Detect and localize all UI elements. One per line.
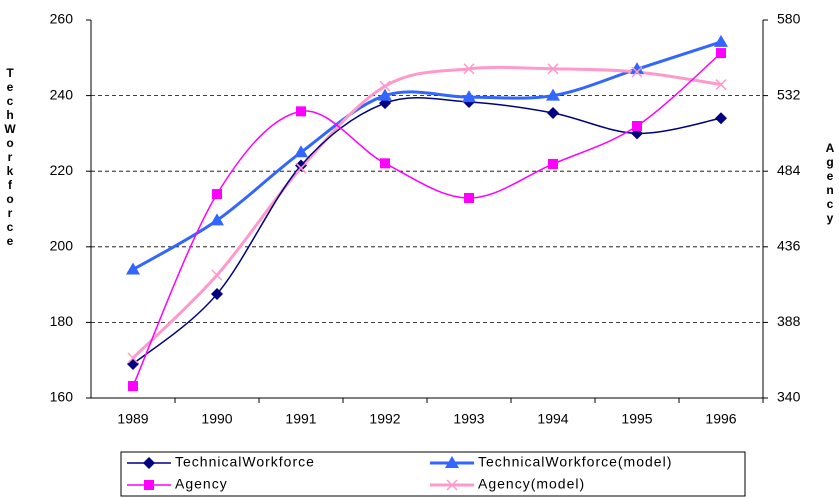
marker	[714, 34, 728, 47]
marker	[630, 62, 644, 75]
marker	[463, 63, 475, 75]
y-axis-label: TechWorkforce	[3, 66, 17, 248]
marker	[380, 158, 390, 169]
y-tick-label: 200	[50, 238, 74, 254]
y-tick-label: 220	[50, 162, 74, 178]
legend-label: Agency	[175, 476, 228, 492]
marker	[716, 48, 726, 59]
series-line	[132, 40, 722, 271]
series-line	[131, 65, 722, 360]
legend-marker	[445, 456, 459, 468]
marker	[546, 88, 560, 101]
legend-marker	[446, 479, 458, 491]
marker	[379, 80, 391, 92]
y2-axis-label: Agency	[823, 141, 837, 225]
y2-tick-label: 388	[777, 313, 801, 329]
y2-tick-label: 436	[777, 238, 801, 254]
x-tick-label: 1989	[117, 411, 148, 427]
marker	[212, 189, 222, 200]
legend-box	[120, 451, 746, 497]
marker	[632, 120, 642, 131]
marker	[547, 106, 559, 119]
y2-tick-label: 340	[777, 389, 801, 405]
marker	[547, 63, 559, 75]
marker	[296, 106, 306, 117]
marker	[631, 127, 643, 140]
y-tick-label: 180	[50, 313, 74, 329]
marker	[126, 262, 140, 275]
x-tick-label: 1995	[621, 411, 652, 427]
y2-tick-label: 580	[777, 11, 801, 27]
legend-label: TechnicalWorkforce	[175, 454, 315, 470]
x-tick-label: 1990	[201, 411, 232, 427]
marker	[462, 90, 476, 103]
x-tick-label: 1996	[705, 411, 736, 427]
marker	[378, 88, 392, 101]
legend-label: Agency(model)	[478, 476, 585, 492]
marker	[631, 66, 643, 78]
y-tick-label: 160	[50, 389, 74, 405]
legend-label: TechnicalWorkforce(model)	[478, 454, 672, 470]
marker	[294, 145, 308, 158]
y-tick-label: 240	[50, 86, 74, 102]
legend-marker	[144, 480, 154, 490]
marker	[715, 112, 727, 125]
marker	[548, 158, 558, 169]
marker	[210, 213, 224, 226]
marker	[715, 79, 727, 91]
x-tick-label: 1991	[285, 411, 316, 427]
x-tick-label: 1993	[453, 411, 484, 427]
marker	[127, 352, 139, 364]
marker	[464, 192, 474, 203]
marker	[128, 381, 138, 392]
legend-marker	[143, 457, 155, 469]
marker	[295, 162, 307, 174]
series-line	[132, 52, 722, 387]
marker	[211, 288, 223, 301]
series-line	[132, 96, 722, 365]
marker	[295, 159, 307, 172]
y2-tick-label: 532	[777, 86, 801, 102]
x-tick-label: 1992	[369, 411, 400, 427]
marker	[211, 269, 223, 281]
y-tick-label: 260	[50, 11, 74, 27]
y2-tick-label: 484	[777, 162, 801, 178]
x-tick-label: 1994	[537, 411, 568, 427]
